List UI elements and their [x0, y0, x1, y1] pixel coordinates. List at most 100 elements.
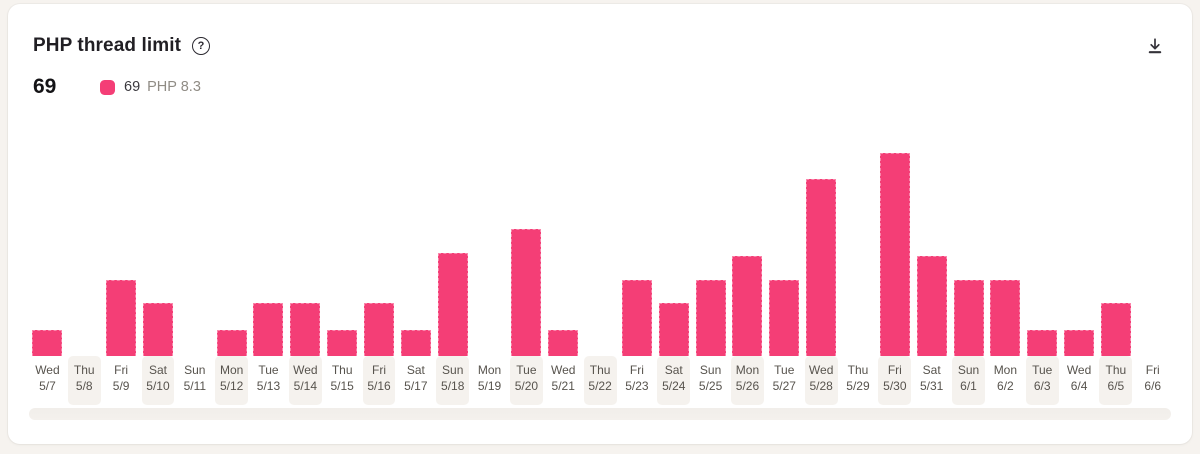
bar[interactable]: [364, 303, 395, 356]
x-axis-label: Sun 6/1: [952, 356, 985, 405]
bar-slot: [66, 100, 103, 356]
chart-column-5-23[interactable]: Fri 5/23: [619, 100, 656, 405]
bar[interactable]: [658, 303, 689, 356]
chart-column-6-4[interactable]: Wed 6/4: [1061, 100, 1098, 405]
chart-column-5-9[interactable]: Fri 5/9: [103, 100, 140, 405]
bar[interactable]: [216, 330, 247, 356]
chart-column-5-11[interactable]: Sun 5/11: [176, 100, 213, 405]
x-axis-day: Tue: [1032, 363, 1053, 377]
x-axis-label: Tue 5/27: [768, 356, 801, 405]
x-axis-label: Thu 5/22: [583, 356, 617, 405]
bar[interactable]: [621, 280, 652, 356]
x-axis-date: 5/13: [256, 379, 281, 393]
chart-column-5-14[interactable]: Wed 5/14: [287, 100, 324, 405]
chart-column-5-25[interactable]: Sun 5/25: [692, 100, 729, 405]
chart-column-5-16[interactable]: Fri 5/16: [361, 100, 398, 405]
x-axis-date: 5/14: [293, 379, 317, 393]
x-axis-date: 5/25: [698, 379, 723, 393]
bar[interactable]: [1064, 330, 1095, 356]
chart-column-6-5[interactable]: Thu 6/5: [1097, 100, 1134, 405]
bar-slot: [250, 100, 287, 356]
chart-column-5-10[interactable]: Sat 5/10: [140, 100, 177, 405]
bar-slot: [361, 100, 398, 356]
x-axis-label: Sat 5/17: [399, 356, 432, 405]
x-axis-date: 5/19: [477, 379, 502, 393]
chart-column-5-21[interactable]: Wed 5/21: [545, 100, 582, 405]
x-axis-day: Sun: [957, 363, 980, 377]
x-axis-label: Mon 5/19: [473, 356, 506, 405]
bar[interactable]: [769, 280, 800, 356]
bar-slot: [176, 100, 213, 356]
bar[interactable]: [253, 303, 284, 356]
chart-column-6-6[interactable]: Fri 6/6: [1134, 100, 1171, 405]
x-axis-label: Wed 5/21: [547, 356, 580, 405]
chart-column-6-1[interactable]: Sun 6/1: [950, 100, 987, 405]
chart-column-6-3[interactable]: Tue 6/3: [1024, 100, 1061, 405]
bar-slot: [103, 100, 140, 356]
x-axis-day: Sat: [406, 363, 425, 377]
chart-column-5-17[interactable]: Sat 5/17: [397, 100, 434, 405]
bar[interactable]: [916, 256, 947, 356]
bar[interactable]: [290, 303, 321, 356]
chart-column-5-26[interactable]: Mon 5/26: [729, 100, 766, 405]
chart-column-5-7[interactable]: Wed 5/7: [29, 100, 66, 405]
bar[interactable]: [106, 280, 137, 356]
summary-row: 69 69 PHP 8.3: [33, 74, 1166, 100]
x-axis-label: Mon 5/26: [731, 356, 764, 405]
bar[interactable]: [953, 280, 984, 356]
bar-chart: Wed 5/7 Thu 5/8 Fri 5/9 Sat 5/10 Sun 5/11 Mon 5/12 T…: [29, 100, 1171, 405]
bar-slot: [471, 100, 508, 356]
chart-column-5-24[interactable]: Sat 5/24: [655, 100, 692, 405]
x-axis-day: Wed: [293, 363, 318, 377]
legend-item[interactable]: 69 PHP 8.3: [100, 79, 201, 95]
chart-column-5-8[interactable]: Thu 5/8: [66, 100, 103, 405]
chart-column-5-29[interactable]: Thu 5/29: [840, 100, 877, 405]
download-button[interactable]: [1144, 35, 1166, 57]
bar-slot: [987, 100, 1024, 356]
bar-slot: [913, 100, 950, 356]
x-axis-date: 5/21: [551, 379, 575, 393]
bar[interactable]: [806, 179, 837, 356]
x-axis-day: Mon: [735, 363, 760, 377]
bar[interactable]: [1100, 303, 1131, 356]
x-axis-label: Sun 5/11: [178, 356, 211, 405]
x-axis-label: Mon 5/12: [215, 356, 249, 405]
page-title: PHP thread limit: [33, 35, 182, 56]
bar[interactable]: [990, 280, 1021, 356]
chart-column-5-27[interactable]: Tue 5/27: [766, 100, 803, 405]
x-axis-day: Sun: [184, 363, 206, 377]
chart-column-5-28[interactable]: Wed 5/28: [803, 100, 840, 405]
x-axis-day: Thu: [331, 363, 353, 377]
bar[interactable]: [400, 330, 431, 356]
bar[interactable]: [1027, 330, 1058, 356]
chart-column-5-20[interactable]: Tue 5/20: [508, 100, 545, 405]
chart-column-5-30[interactable]: Fri 5/30: [876, 100, 913, 405]
bar[interactable]: [511, 229, 542, 356]
bar-slot: [803, 100, 840, 356]
bar[interactable]: [142, 303, 173, 356]
chart-column-5-15[interactable]: Thu 5/15: [324, 100, 361, 405]
bar-slot: [1134, 100, 1171, 356]
chart-column-5-31[interactable]: Sat 5/31: [913, 100, 950, 405]
chart-column-5-12[interactable]: Mon 5/12: [213, 100, 250, 405]
bar[interactable]: [548, 330, 579, 356]
x-axis-day: Wed: [551, 363, 576, 377]
bar[interactable]: [879, 153, 910, 356]
chart-scrollbar[interactable]: [29, 408, 1171, 420]
bar[interactable]: [437, 253, 468, 356]
chart-column-5-22[interactable]: Thu 5/22: [582, 100, 619, 405]
chart-column-5-13[interactable]: Tue 5/13: [250, 100, 287, 405]
download-icon: [1145, 36, 1165, 56]
bar[interactable]: [32, 330, 63, 356]
legend-value: 69: [124, 79, 141, 95]
bar[interactable]: [695, 280, 726, 356]
chart-column-6-2[interactable]: Mon 6/2: [987, 100, 1024, 405]
x-axis-day: Tue: [258, 363, 279, 377]
x-axis-date: 5/9: [112, 379, 130, 393]
chart-column-5-18[interactable]: Sun 5/18: [434, 100, 471, 405]
help-icon[interactable]: ?: [192, 37, 211, 55]
chart-column-5-19[interactable]: Mon 5/19: [471, 100, 508, 405]
bar-slot: [434, 100, 471, 356]
bar[interactable]: [732, 256, 763, 356]
bar[interactable]: [327, 330, 358, 356]
